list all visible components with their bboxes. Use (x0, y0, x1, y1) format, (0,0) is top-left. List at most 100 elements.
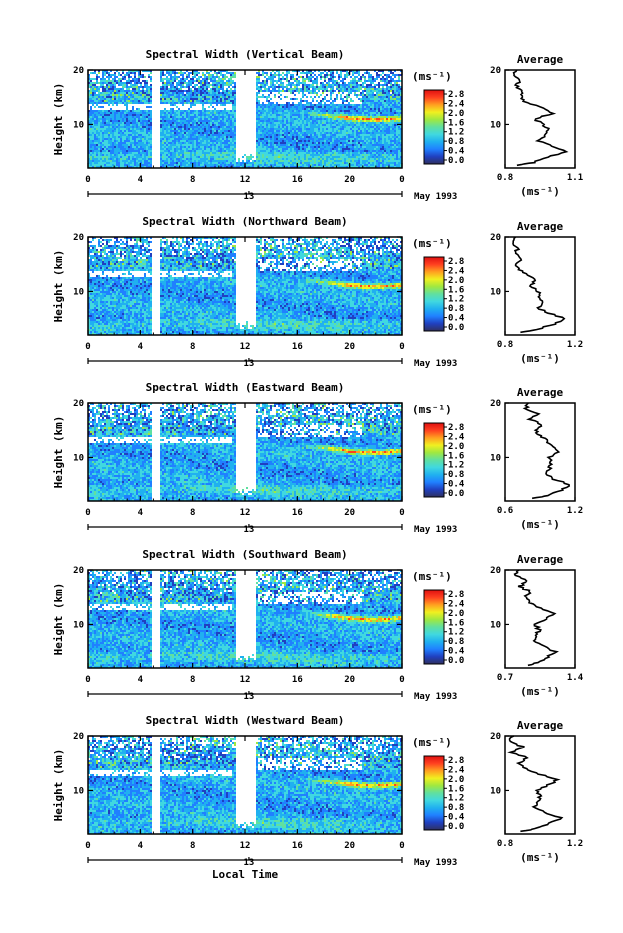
date-label: May 1993 (414, 525, 457, 535)
average-y-tick-label: 10 (490, 620, 501, 630)
average-x-label: (ms⁻¹) (520, 185, 560, 198)
colorbar-tick-label: 0.4 (448, 147, 465, 157)
average-x-tick-label: 1.2 (567, 506, 583, 516)
date-label: May 1993 (414, 192, 457, 202)
average-x-tick-label: 0.7 (497, 673, 513, 683)
y-tick-label: 10 (73, 287, 84, 297)
colorbar-unit: (ms⁻¹) (412, 237, 452, 250)
colorbar (423, 589, 445, 665)
date-tick-label: 13 (244, 858, 255, 868)
colorbar-tick-label: 0.0 (448, 323, 464, 333)
x-tick-label: 20 (344, 342, 355, 352)
x-tick-label: 20 (344, 675, 355, 685)
x-tick-label: 4 (138, 175, 144, 185)
colorbar-tick-label: 2.8 (448, 90, 464, 100)
x-tick-label: 0 (85, 675, 90, 685)
y-axis-label: Height (km) (52, 250, 65, 323)
colorbar (423, 256, 445, 332)
colorbar-tick-label: 1.2 (448, 128, 464, 138)
x-tick-label: 0 (399, 841, 404, 851)
x-tick-label: 8 (190, 508, 195, 518)
y-tick-label: 10 (73, 786, 84, 796)
x-tick-label: 16 (292, 508, 303, 518)
colorbar-tick-label: 2.0 (448, 109, 464, 119)
average-frame (504, 569, 576, 669)
colorbar-tick-label: 2.0 (448, 276, 464, 286)
average-y-tick-label: 20 (490, 566, 501, 576)
heatmap-image (88, 736, 402, 834)
average-profile-line (513, 569, 559, 667)
average-y-tick-label: 20 (490, 233, 501, 243)
colorbar-tick-label: 1.2 (448, 295, 464, 305)
average-y-tick-label: 20 (490, 399, 501, 409)
average-title: Average (517, 386, 564, 399)
x-tick-label: 12 (240, 508, 251, 518)
average-x-label: (ms⁻¹) (520, 851, 560, 864)
date-tick-label: 13 (244, 192, 255, 202)
colorbar-tick-label: 0.0 (448, 656, 464, 666)
colorbar (423, 89, 445, 165)
colorbar-tick-label: 2.8 (448, 590, 464, 600)
colorbar-tick-label: 2.4 (448, 432, 465, 442)
y-tick-label: 20 (73, 66, 84, 76)
average-x-tick-label: 1.2 (567, 839, 583, 849)
y-tick-label: 20 (73, 399, 84, 409)
y-tick-label: 20 (73, 566, 84, 576)
average-title: Average (517, 220, 564, 233)
x-tick-label: 20 (344, 841, 355, 851)
y-tick-label: 10 (73, 120, 84, 130)
x-tick-label: 0 (399, 175, 404, 185)
average-x-label: (ms⁻¹) (520, 685, 560, 698)
panel-title: Spectral Width (Vertical Beam) (146, 48, 345, 61)
colorbar-tick-label: 0.8 (448, 304, 464, 314)
y-tick-label: 10 (73, 453, 84, 463)
x-tick-label: 8 (190, 841, 195, 851)
date-label: May 1993 (414, 858, 457, 868)
colorbar-tick-label: 0.4 (448, 480, 465, 490)
colorbar-tick-label: 0.4 (448, 647, 465, 657)
average-profile-line (507, 735, 564, 833)
average-profile-line (522, 402, 571, 500)
average-x-tick-label: 1.1 (567, 173, 583, 183)
x-tick-label: 4 (138, 675, 144, 685)
colorbar-tick-label: 2.0 (448, 442, 464, 452)
colorbar-tick-label: 2.4 (448, 99, 465, 109)
x-tick-label: 4 (138, 841, 144, 851)
y-axis-label: Height (km) (52, 583, 65, 656)
x-tick-label: 0 (85, 175, 90, 185)
x-tick-label: 8 (190, 175, 195, 185)
average-y-tick-label: 20 (490, 732, 501, 742)
colorbar-tick-label: 0.8 (448, 637, 464, 647)
colorbar-tick-label: 2.4 (448, 266, 465, 276)
average-y-tick-label: 10 (490, 120, 501, 130)
heatmap-image (88, 237, 402, 335)
colorbar-tick-label: 1.2 (448, 461, 464, 471)
average-y-tick-label: 20 (490, 66, 501, 76)
colorbar (423, 755, 445, 831)
panel-title: Spectral Width (Westward Beam) (146, 714, 345, 727)
panel-1: Spectral Width (Vertical Beam) 0 4 8 12 16 20 0… (52, 48, 583, 202)
colorbar-tick-label: 0.8 (448, 137, 464, 147)
colorbar-unit: (ms⁻¹) (412, 570, 452, 583)
colorbar-tick-label: 0.0 (448, 822, 464, 832)
x-tick-label: 16 (292, 675, 303, 685)
panel-title: Spectral Width (Northward Beam) (142, 215, 347, 228)
date-tick-label: 13 (244, 692, 255, 702)
colorbar-tick-label: 0.8 (448, 470, 464, 480)
average-frame (504, 402, 576, 502)
colorbar-tick-label: 0.4 (448, 314, 465, 324)
average-y-tick-label: 10 (490, 786, 501, 796)
colorbar-tick-label: 2.8 (448, 756, 464, 766)
colorbar-tick-label: 1.2 (448, 628, 464, 638)
colorbar-tick-label: 1.2 (448, 794, 464, 804)
x-tick-label: 4 (138, 508, 144, 518)
x-tick-label: 16 (292, 841, 303, 851)
date-label: May 1993 (414, 692, 457, 702)
average-x-label: (ms⁻¹) (520, 518, 560, 531)
colorbar-tick-label: 1.6 (448, 618, 464, 628)
colorbar-tick-label: 2.0 (448, 775, 464, 785)
x-tick-label: 16 (292, 175, 303, 185)
colorbar-tick-label: 1.6 (448, 451, 464, 461)
x-tick-label: 0 (399, 342, 404, 352)
